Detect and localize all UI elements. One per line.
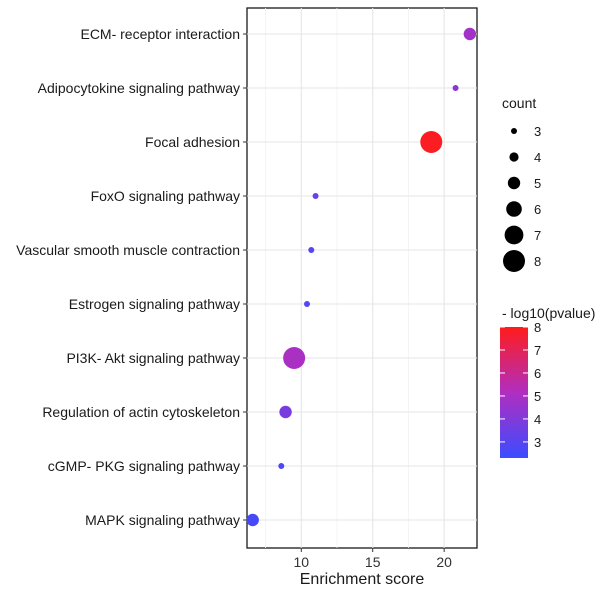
count-legend-dot [503,250,525,272]
colorbar-label: 3 [534,435,541,450]
colorbar-label: 8 [534,320,541,335]
category-label: ECM- receptor interaction [80,26,240,42]
data-point [278,463,285,469]
x-tick-label: 10 [293,554,309,570]
count-legend-title: count [502,95,536,111]
colorbar-label: 6 [534,366,541,381]
count-legend-label: 7 [534,228,541,243]
pvalue-legend: - log10(pvalue) 8 7 6 5 4 3 [500,305,595,458]
data-point [304,301,310,307]
count-legend-dot [511,128,517,134]
colorbar [500,327,528,458]
count-legend-label: 5 [534,176,541,191]
colorbar-label: 4 [534,412,541,427]
count-legend-dot [507,176,521,190]
data-point [312,193,319,199]
data-point [463,27,477,41]
category-label: FoxO signaling pathway [91,188,240,204]
plot-panel [246,7,478,549]
x-tick-label: 20 [436,554,452,570]
colorbar-label: 7 [534,343,541,358]
count-legend: count 3 4 5 6 7 8 [502,95,541,272]
category-label: MAPK signaling pathway [85,512,240,528]
x-axis-title: Enrichment score [300,571,425,588]
data-points [246,27,477,527]
category-label: cGMP- PKG signaling pathway [48,458,240,474]
count-legend-dot [506,201,522,217]
data-point [420,131,443,153]
count-legend-label: 6 [534,202,541,217]
category-label: Adipocytokine signaling pathway [38,80,240,96]
count-legend-label: 3 [534,124,541,139]
category-label: Focal adhesion [145,134,240,150]
data-point [283,347,306,369]
category-label: Regulation of actin cytoskeleton [42,404,240,420]
count-legend-label: 8 [534,254,541,269]
y-axis-labels: ECM- receptor interaction Adipocytokine s… [16,26,247,528]
data-point [279,405,292,419]
category-label: Estrogen signaling pathway [69,296,240,312]
count-legend-label: 4 [534,150,541,165]
count-legend-dot [504,225,524,245]
x-tick-label: 15 [365,554,381,570]
data-point [246,513,259,527]
x-axis-ticks: 10 15 20 [293,548,452,570]
colorbar-label: 5 [534,389,541,404]
category-label: PI3K- Akt signaling pathway [66,350,240,366]
pvalue-legend-title: - log10(pvalue) [502,305,595,321]
category-label: Vascular smooth muscle contraction [16,242,240,258]
count-legend-dot [509,152,519,162]
data-point [308,247,315,253]
data-point [452,85,459,91]
